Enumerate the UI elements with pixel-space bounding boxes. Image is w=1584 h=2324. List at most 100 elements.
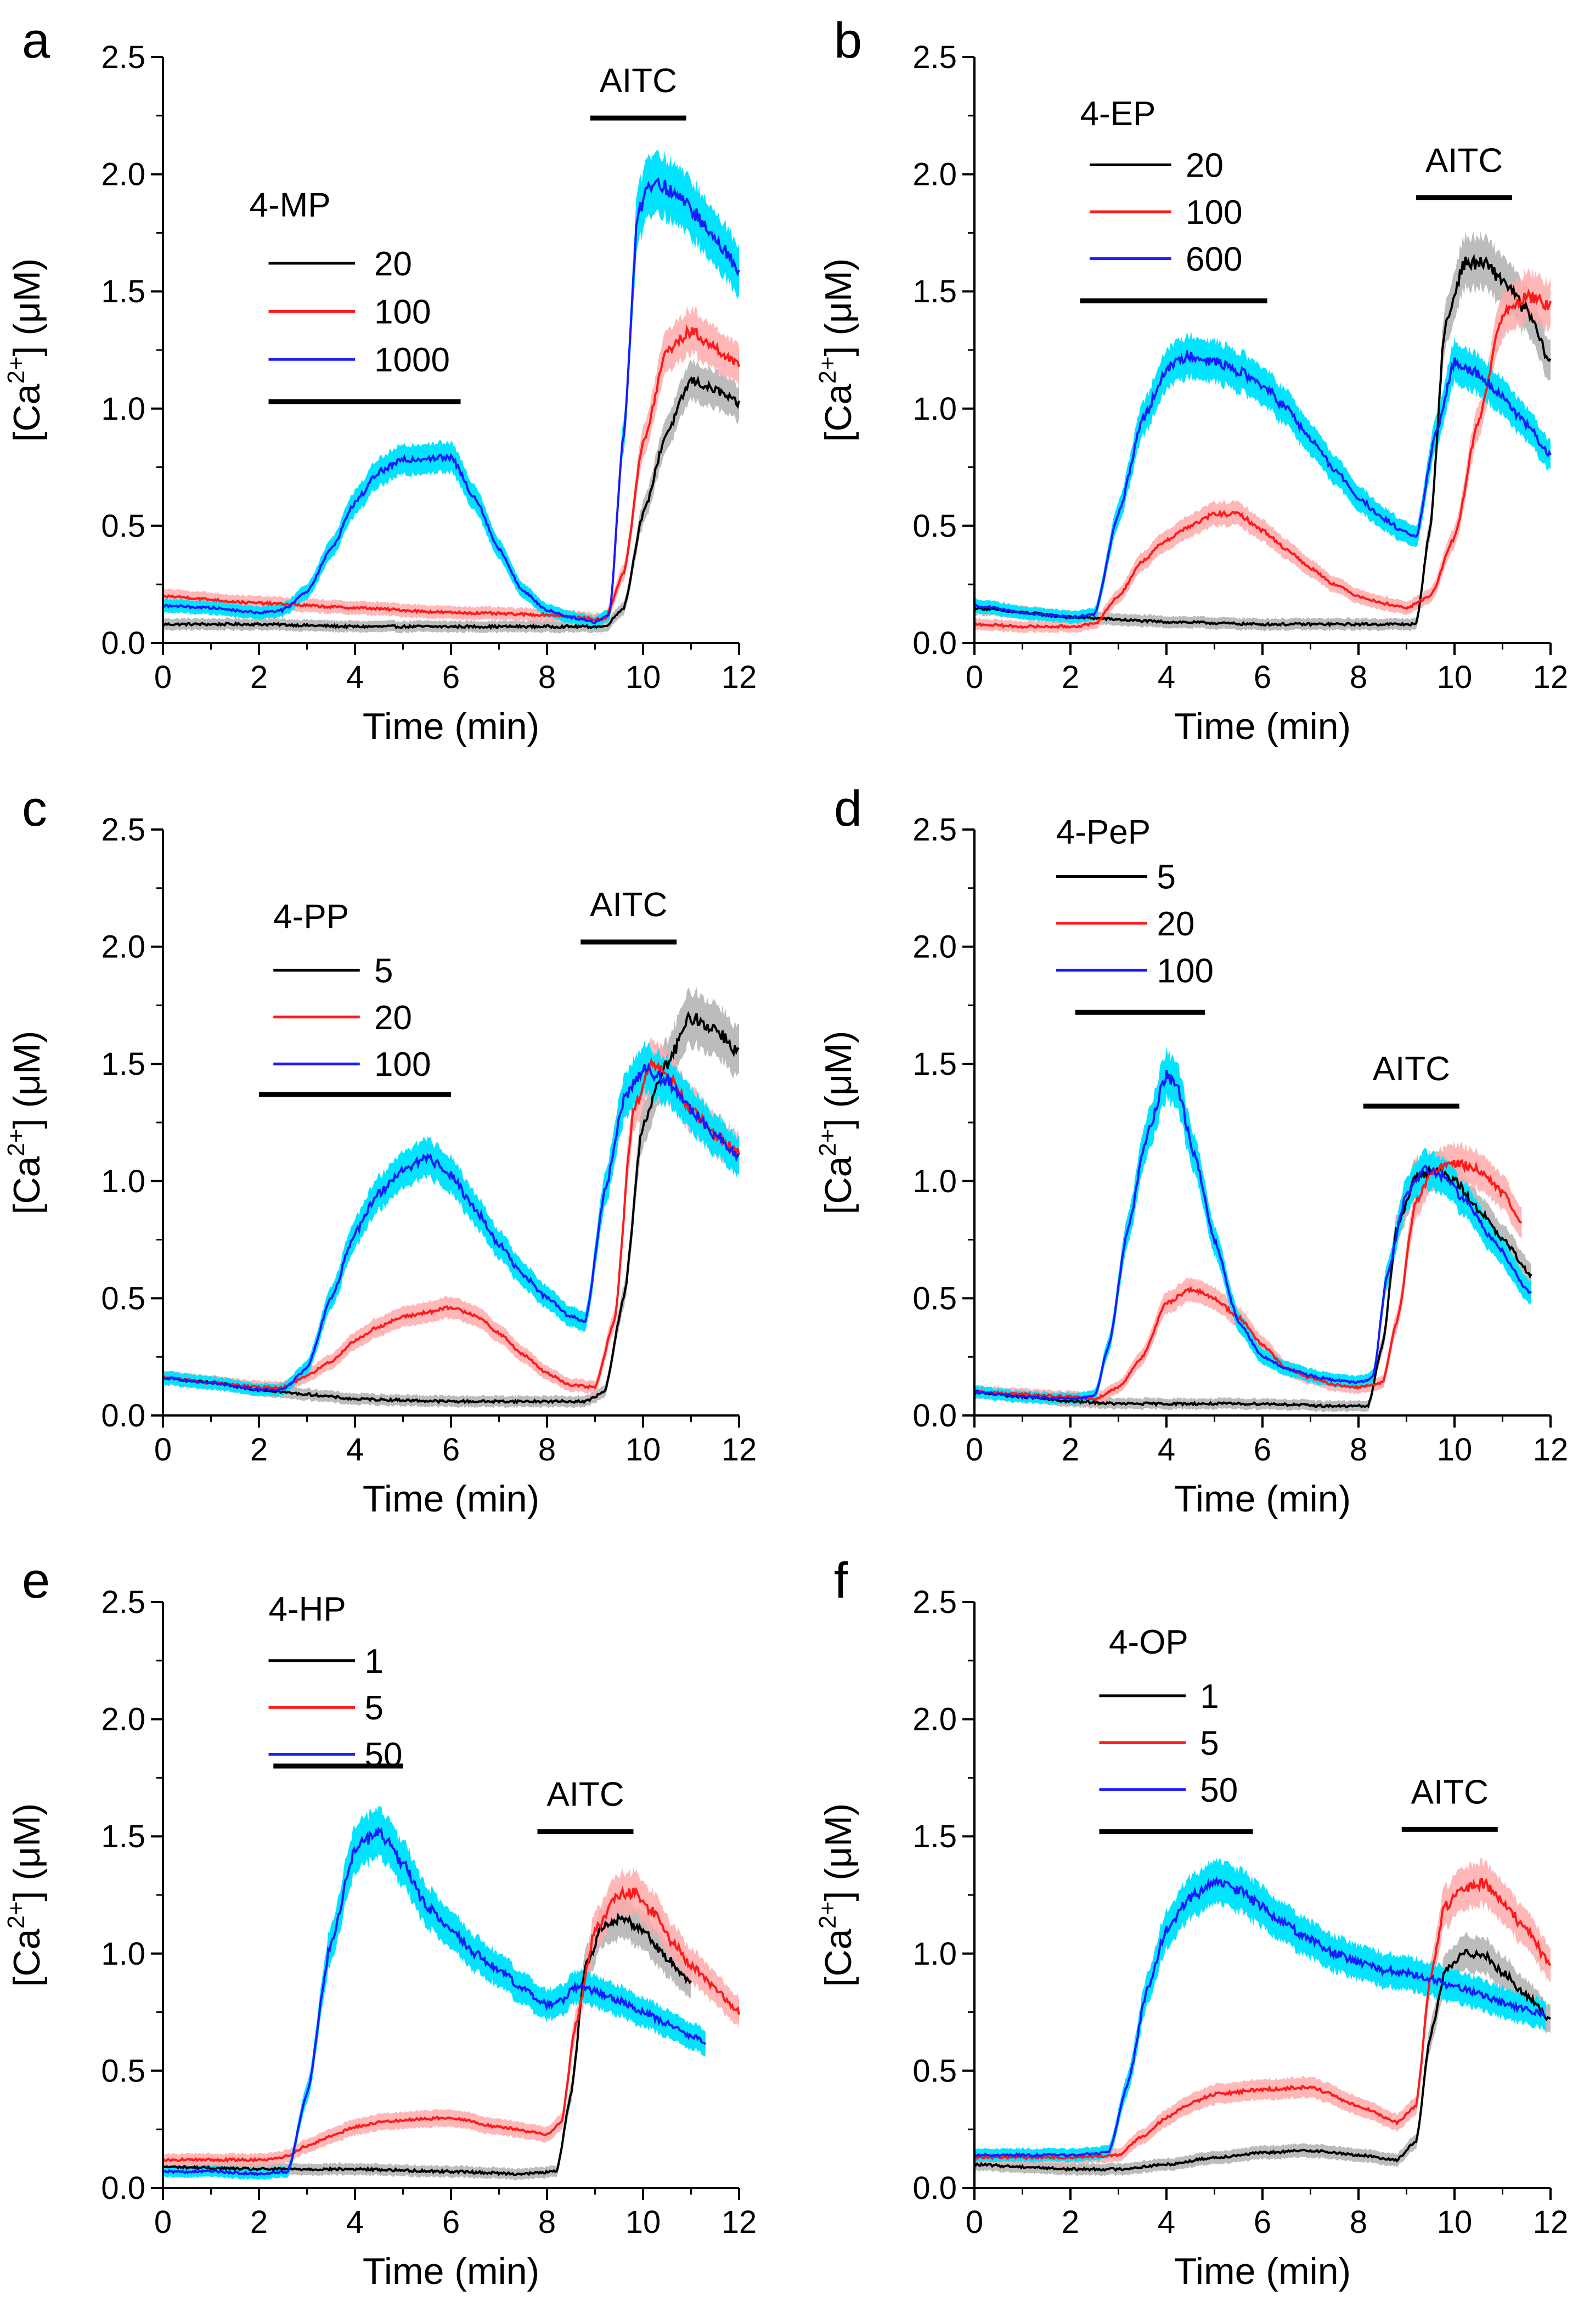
legend-label-50: 50 <box>365 1736 403 1774</box>
y-tick-label: 0.5 <box>912 508 957 544</box>
y-axis-title-main: [Ca <box>6 1928 48 1987</box>
x-tick-label: 8 <box>1350 1432 1367 1468</box>
y-axis-title: [Ca2+] (μM) <box>814 1803 859 1987</box>
x-axis-title: Time (min) <box>1174 706 1351 747</box>
x-tick-label: 6 <box>1254 1432 1271 1468</box>
x-tick-label: 12 <box>721 2204 757 2240</box>
y-axis-title-main: [Ca <box>818 1928 859 1987</box>
x-tick-label: 0 <box>966 2204 983 2240</box>
series-band-5 <box>163 986 739 1408</box>
x-tick-label: 2 <box>1062 2204 1079 2240</box>
series-line-100 <box>974 288 1552 629</box>
y-axis-title-main: [Ca <box>818 1156 859 1214</box>
x-tick-label: 6 <box>1254 2204 1271 2240</box>
legend-label-100: 100 <box>374 1046 431 1084</box>
x-tick-label: 0 <box>966 1432 983 1468</box>
legend-title: 4-PP <box>273 898 349 935</box>
panel-b: b 0 2 4 6 8 10 12 0.0 0.5 1.0 1.5 2.0 2.5 Time (min) [C… <box>814 13 1568 747</box>
aitc-label: AITC <box>1425 142 1503 179</box>
x-tick-label: 8 <box>1350 659 1367 695</box>
legend-label-1: 1 <box>365 1643 384 1680</box>
x-tick-label: 6 <box>442 1432 460 1468</box>
y-tick-label: 1.0 <box>912 1936 957 1972</box>
x-axis-title: Time (min) <box>1174 2250 1351 2292</box>
x-tick-label: 4 <box>1158 2204 1175 2240</box>
x-tick-label: 10 <box>1437 1432 1473 1468</box>
series-line-1 <box>973 1949 1552 2172</box>
x-tick-label: 12 <box>1533 2204 1569 2240</box>
y-tick-label: 2.0 <box>101 157 145 193</box>
x-tick-label: 6 <box>442 659 460 695</box>
legend-label-5: 5 <box>365 1689 384 1727</box>
series-band-100 <box>163 1040 739 1397</box>
legend-label-600: 600 <box>1186 240 1242 278</box>
x-tick-label: 12 <box>721 659 757 695</box>
x-axis-title: Time (min) <box>363 2250 539 2292</box>
x-tick-label: 6 <box>442 2204 460 2240</box>
y-tick-label: 2.5 <box>101 812 145 848</box>
y-axis-title-tail: ] (μM) <box>6 258 48 357</box>
y-axis-title: [Ca2+] (μM) <box>814 1031 859 1215</box>
x-tick-label: 8 <box>538 2204 556 2240</box>
legend-title: 4-EP <box>1080 95 1156 133</box>
series-band-50 <box>974 1858 1546 2163</box>
aitc-label: AITC <box>546 1776 624 1814</box>
x-tick-label: 8 <box>538 1432 556 1468</box>
y-tick-label: 0.5 <box>912 2053 957 2089</box>
y-tick-label: 0.0 <box>912 1398 957 1434</box>
x-tick-label: 10 <box>625 1432 661 1468</box>
series-line-600 <box>974 348 1552 619</box>
legend-title: 4-PeP <box>1056 814 1151 851</box>
y-axis-title-sup: 2+ <box>3 356 30 383</box>
y-tick-label: 0.5 <box>101 508 145 544</box>
series-band-5 <box>974 1858 1551 2165</box>
y-tick-label: 0.0 <box>912 2170 957 2206</box>
y-tick-label: 2.0 <box>101 929 145 965</box>
aitc-label: AITC <box>1373 1050 1450 1088</box>
series-line-5 <box>974 1164 1532 1409</box>
y-tick-label: 2.0 <box>912 157 957 193</box>
x-tick-label: 2 <box>1062 659 1079 695</box>
series-band-20 <box>163 358 739 634</box>
x-tick-label: 12 <box>1533 659 1569 695</box>
legend-label-20: 20 <box>1186 147 1224 185</box>
y-axis-title-tail: ] (μM) <box>818 1031 859 1129</box>
series-line-20 <box>973 253 1552 628</box>
x-tick-label: 2 <box>250 1432 268 1468</box>
series-band-1 <box>974 1932 1551 2176</box>
panel-c: c 0 2 4 6 8 10 12 0.0 0.5 1.0 1.5 2.0 2.5 Time (min) [C… <box>3 781 757 1520</box>
series-line-50 <box>162 1826 707 2176</box>
y-tick-label: 1.5 <box>912 274 957 309</box>
series-line-20 <box>974 1159 1522 1401</box>
panel-letter: d <box>834 781 862 837</box>
y-axis-title-tail: ] (μM) <box>818 258 859 357</box>
panel-letter: b <box>834 13 862 69</box>
x-axis-title: Time (min) <box>363 706 539 747</box>
x-tick-label: 12 <box>1533 1432 1569 1468</box>
y-tick-label: 0.5 <box>101 1281 145 1316</box>
panel-e: e 0 2 4 6 8 10 12 0.0 0.5 1.0 1.5 2.0 2.5 Time (min) [C… <box>3 1553 757 2292</box>
y-axis-title: [Ca2+] (μM) <box>3 1803 48 1987</box>
x-axis-title: Time (min) <box>1174 1478 1351 1520</box>
series-band-600 <box>974 331 1551 624</box>
legend-title: 4-MP <box>250 186 331 224</box>
x-tick-label: 6 <box>1254 659 1271 695</box>
x-tick-label: 0 <box>154 1432 172 1468</box>
legend-label-100: 100 <box>1157 952 1214 990</box>
x-tick-label: 10 <box>1437 2204 1473 2240</box>
panel-letter: f <box>834 1553 848 1609</box>
series-line-20 <box>162 375 740 630</box>
legend-label-1: 1 <box>1200 1678 1219 1716</box>
y-tick-label: 0.0 <box>101 1398 145 1434</box>
panel-d: d 0 2 4 6 8 10 12 0.0 0.5 1.0 1.5 2.0 2.5 Time (min) [C… <box>814 781 1568 1520</box>
panel-letter: e <box>22 1553 50 1609</box>
y-tick-label: 1.0 <box>101 391 145 427</box>
x-axis-title: Time (min) <box>363 1478 539 1520</box>
y-tick-label: 0.5 <box>912 1281 957 1316</box>
legend-label-50: 50 <box>1200 1772 1238 1809</box>
panel-letter: a <box>22 13 50 69</box>
y-axis-title: [Ca2+] (μM) <box>3 1031 48 1215</box>
legend-label-5: 5 <box>1157 858 1176 896</box>
series-band-20 <box>974 231 1551 631</box>
y-axis-title-tail: ] (μM) <box>6 1803 48 1902</box>
